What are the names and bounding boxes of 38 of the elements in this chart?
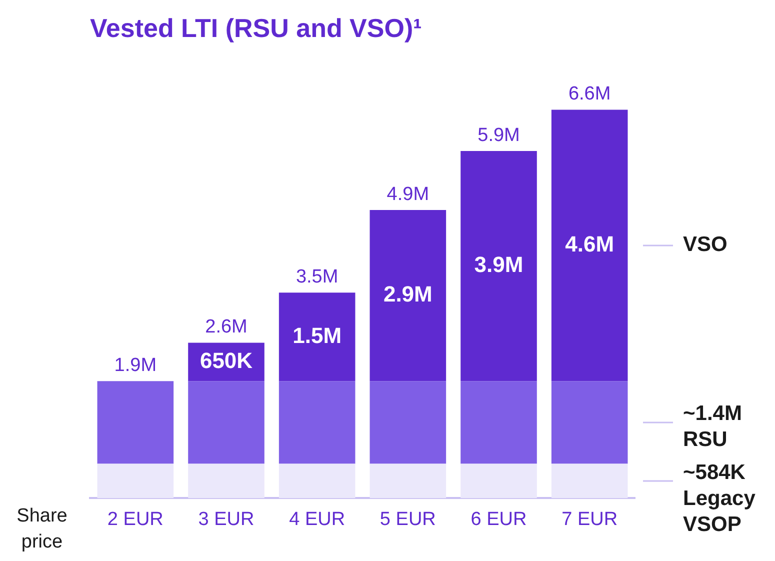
bar: [278, 381, 356, 464]
bar: [551, 381, 628, 464]
chart-title: Vested LTI (RSU and VSO)¹: [90, 12, 422, 43]
x-tick-label: 5 EUR: [380, 508, 436, 530]
x-axis-title: Share price: [16, 505, 68, 552]
bar: [460, 464, 537, 498]
total-label: 1.9M: [114, 354, 157, 376]
data-label: 4.6M: [565, 232, 614, 257]
data-label: 2.9M: [383, 282, 432, 307]
bar: [460, 381, 537, 464]
bar: [188, 464, 264, 498]
total-label: 3.5M: [296, 266, 338, 288]
bar: [551, 110, 628, 382]
x-tick-label: 4 EUR: [289, 508, 346, 530]
text: VSO: [683, 233, 728, 256]
total-label: 2.6M: [205, 316, 248, 338]
data-label: 3.9M: [474, 252, 524, 278]
x-tick-label: 7 EUR: [562, 508, 618, 530]
bar: [278, 292, 356, 382]
x-tick-label: 3 EUR: [198, 508, 254, 530]
bar: [551, 464, 628, 498]
text: ~1.4M RSU: [683, 402, 742, 452]
x-tick-label: 2 EUR: [107, 508, 164, 530]
data-label: 650K: [200, 348, 253, 374]
text: ~584K Legacy VSOP: [683, 460, 756, 536]
bar: [370, 381, 446, 464]
bar: [97, 381, 174, 464]
bar: [370, 464, 446, 498]
bar: [97, 464, 174, 498]
data-label: 1.5M: [292, 322, 342, 348]
bar: [370, 210, 446, 382]
total-label: 4.9M: [386, 184, 430, 205]
bar: [460, 151, 537, 382]
total-label: 6.6M: [568, 83, 611, 104]
bar: [278, 464, 356, 498]
total-label: 5.9M: [478, 124, 520, 146]
x-tick-label: 6 EUR: [470, 508, 527, 530]
bar: [188, 381, 264, 464]
